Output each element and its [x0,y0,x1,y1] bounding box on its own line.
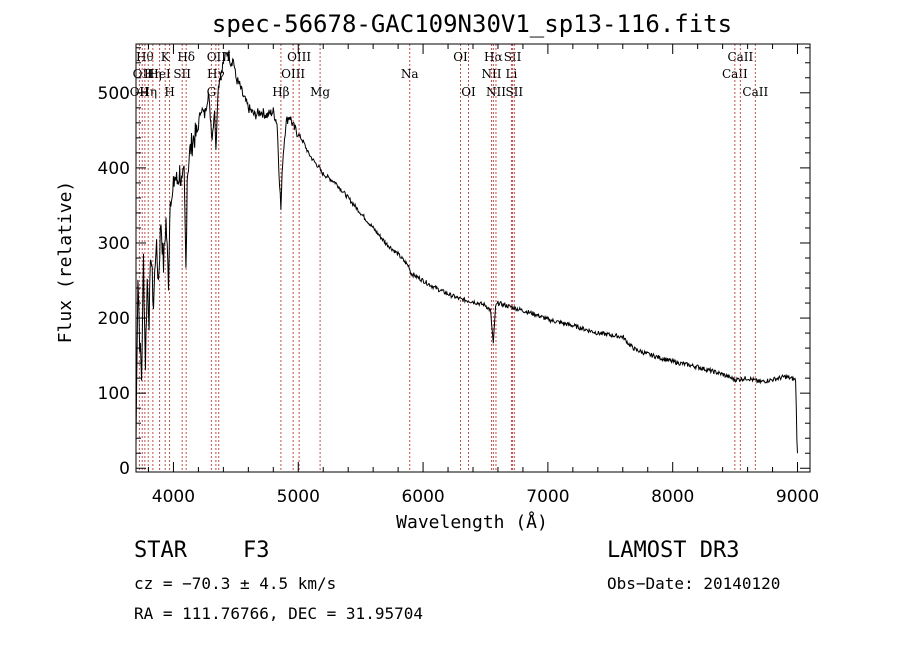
line-marker-label: G [207,85,217,99]
x-tick-label: 5000 [277,487,320,507]
line-marker-label: Na [401,67,419,81]
line-marker-label: H [164,85,174,99]
line-marker-label: Hη [139,85,157,99]
object-subclass: F3 [243,538,270,563]
line-marker-label: Hθ [136,50,154,64]
chart-title: spec-56678-GAC109N30V1_sp13-116.fits [212,10,732,38]
line-marker-label: OIII [207,50,231,64]
x-tick-label: 9000 [776,487,819,507]
y-tick-label: 200 [98,309,130,329]
x-tick-label: 6000 [401,487,444,507]
y-tick-label: 0 [119,459,130,479]
plot-frame [135,43,811,473]
obs-date: Obs−Date: 20140120 [607,574,781,593]
object-class: STAR [134,538,187,563]
line-marker-label: NII [486,85,506,99]
y-tick-label: 300 [98,234,130,254]
x-tick-label: 7000 [526,487,569,507]
line-marker-label: Hβ [272,85,289,99]
y-tick-label: 500 [98,84,130,104]
coordinates: RA = 111.76766, DEC = 31.95704 [134,604,423,623]
line-marker-label: OIII [287,50,311,64]
line-marker-label: SII [504,50,522,64]
x-axis-label: Wavelength (Å) [396,511,548,533]
line-marker-label: Hδ [177,50,195,64]
spectrum-line-flux [135,50,798,454]
line-marker-label: OI [461,85,476,99]
line-marker-label: CaII [722,67,748,81]
line-marker-label: OIII [281,67,305,81]
line-marker-label: CaII [742,85,768,99]
line-marker-label: OI [453,50,468,64]
line-marker-label: SII [173,67,191,81]
redshift-readout: cz = −70.3 ± 4.5 km/s [134,574,337,593]
x-tick-label: 8000 [651,487,694,507]
y-tick-label: 400 [98,159,130,179]
x-tick-label: 4000 [152,487,195,507]
survey-label: LAMOST DR3 [607,538,740,563]
line-marker-label: K [161,50,171,64]
line-marker-label: Hα [484,50,503,64]
line-marker-label: CaII [727,50,753,64]
y-axis-label: Flux (relative) [55,181,76,344]
line-marker-label: Hη [144,67,162,81]
plot-area: OIIOIIHθHηHηHeIKHSIIHδGHγOIIIHβOIIIOIIIM… [98,43,819,507]
line-marker-label: Mg [310,85,330,99]
line-marker-label: Li [506,67,518,81]
line-marker-label: HeI [148,67,171,81]
y-tick-label: 100 [98,384,130,404]
line-marker-label: NII [481,67,501,81]
line-marker-label: SII [505,85,523,99]
